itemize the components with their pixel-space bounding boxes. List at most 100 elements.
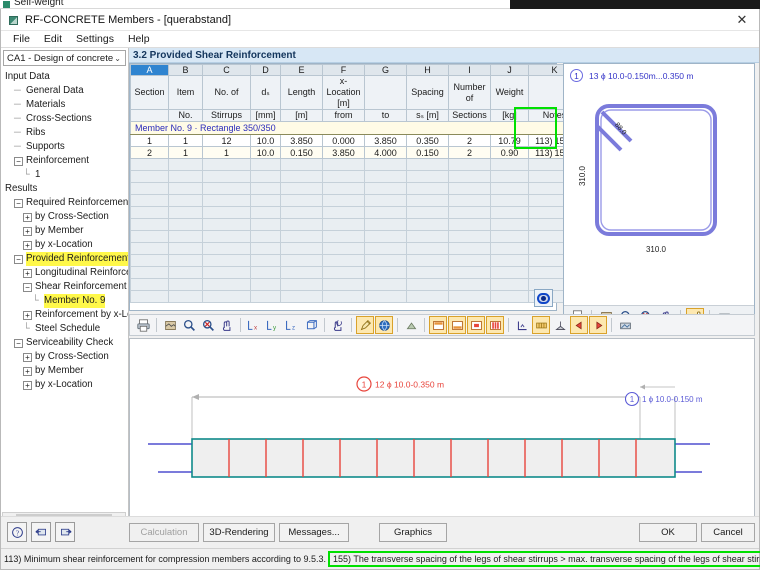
empty-cell[interactable]: [448, 194, 491, 207]
empty-cell[interactable]: [280, 242, 323, 255]
empty-cell[interactable]: [202, 230, 251, 243]
empty-cell[interactable]: [406, 194, 449, 207]
isometric-icon[interactable]: [302, 316, 320, 334]
table-empty-row[interactable]: [130, 170, 581, 183]
expand-icon[interactable]: +: [23, 353, 32, 362]
tree-item-materials[interactable]: ─ Materials: [3, 98, 128, 112]
shade-icon[interactable]: [402, 316, 420, 334]
tree-item-member-no-9[interactable]: └ Member No. 9: [3, 294, 128, 308]
tree-item-by-x-location[interactable]: + by x-Location: [3, 378, 128, 392]
table-empty-row[interactable]: [130, 242, 581, 255]
menu-settings[interactable]: Settings: [76, 33, 114, 45]
empty-cell[interactable]: [364, 278, 407, 291]
empty-cell[interactable]: [406, 278, 449, 291]
empty-cell[interactable]: [250, 266, 281, 279]
tree-item-longitudinal-reinforcement[interactable]: +Longitudinal Reinforcement: [3, 266, 128, 280]
ok-button[interactable]: OK: [639, 523, 697, 542]
column-header-J[interactable]: J: [490, 64, 529, 76]
empty-cell[interactable]: [364, 218, 407, 231]
messages-button[interactable]: Messages...: [279, 523, 349, 542]
graphics-button[interactable]: Graphics: [379, 523, 447, 542]
background-window-strip[interactable]: Self-weight: [0, 0, 760, 9]
empty-cell[interactable]: [490, 278, 529, 291]
cell-section[interactable]: 2: [130, 146, 169, 159]
tree-item-by-cross-section[interactable]: + by Cross-Section: [3, 210, 128, 224]
table-empty-row[interactable]: [130, 206, 581, 219]
cell-ds[interactable]: 10.0: [250, 146, 281, 159]
tree-item-required-reinforcement[interactable]: − Required Reinforcement: [3, 196, 128, 210]
expand-icon[interactable]: +: [23, 367, 32, 376]
empty-cell[interactable]: [490, 182, 529, 195]
empty-cell[interactable]: [280, 230, 323, 243]
empty-cell[interactable]: [406, 230, 449, 243]
empty-cell[interactable]: [322, 290, 365, 303]
cell-stirrups[interactable]: 1: [202, 146, 251, 159]
zoom-in-icon[interactable]: [180, 316, 198, 334]
empty-cell[interactable]: [448, 254, 491, 267]
empty-cell[interactable]: [130, 182, 169, 195]
support-icon[interactable]: [551, 316, 569, 334]
cell-length[interactable]: 3.850: [280, 134, 323, 147]
empty-cell[interactable]: [202, 278, 251, 291]
empty-cell[interactable]: [250, 158, 281, 171]
print-icon[interactable]: [134, 316, 152, 334]
tree-item-input-data[interactable]: Input Data: [3, 70, 128, 84]
expand-icon[interactable]: +: [23, 213, 32, 222]
cell-spacing[interactable]: 0.150: [406, 146, 449, 159]
empty-cell[interactable]: [280, 206, 323, 219]
rebar-icon[interactable]: [532, 316, 550, 334]
empty-cell[interactable]: [130, 194, 169, 207]
view-bottom-icon[interactable]: [448, 316, 466, 334]
menu-file[interactable]: File: [13, 33, 30, 45]
cell-item[interactable]: 1: [168, 134, 203, 147]
tree-item-reinforcement-by-x-locatio[interactable]: +Reinforcement by x-Locatio: [3, 308, 128, 322]
empty-cell[interactable]: [130, 218, 169, 231]
empty-cell[interactable]: [406, 182, 449, 195]
empty-cell[interactable]: [168, 218, 203, 231]
cell-weight[interactable]: 0.90: [490, 146, 529, 159]
table-empty-row[interactable]: [130, 254, 581, 267]
table-empty-row[interactable]: [130, 182, 581, 195]
empty-cell[interactable]: [202, 242, 251, 255]
tree-item-serviceability-check[interactable]: − Serviceability Check: [3, 336, 128, 350]
empty-cell[interactable]: [202, 158, 251, 171]
tree-item-general-data[interactable]: ─ General Data: [3, 84, 128, 98]
empty-cell[interactable]: [250, 170, 281, 183]
empty-cell[interactable]: [168, 206, 203, 219]
empty-cell[interactable]: [250, 254, 281, 267]
cell-weight[interactable]: 10.79: [490, 134, 529, 147]
tree-item-shear-reinforcement[interactable]: − Shear Reinforcement: [3, 280, 128, 294]
empty-cell[interactable]: [168, 242, 203, 255]
empty-cell[interactable]: [364, 254, 407, 267]
empty-cell[interactable]: [250, 194, 281, 207]
empty-cell[interactable]: [168, 230, 203, 243]
expand-icon[interactable]: +: [23, 381, 32, 390]
empty-cell[interactable]: [406, 158, 449, 171]
column-header-G[interactable]: G: [364, 64, 407, 76]
empty-cell[interactable]: [202, 170, 251, 183]
empty-cell[interactable]: [448, 266, 491, 279]
empty-cell[interactable]: [448, 218, 491, 231]
empty-cell[interactable]: [448, 290, 491, 303]
tree-item-by-x-location[interactable]: + by x-Location: [3, 238, 128, 252]
empty-cell[interactable]: [130, 206, 169, 219]
empty-cell[interactable]: [280, 218, 323, 231]
empty-cell[interactable]: [168, 170, 203, 183]
globe-icon[interactable]: [375, 316, 393, 334]
empty-cell[interactable]: [406, 206, 449, 219]
graphics-view[interactable]: 1 12 ϕ 10.0-0.350 m 1 1 ϕ 10.0-0.150 m: [129, 338, 755, 523]
tree-item-supports[interactable]: ─ Supports: [3, 140, 128, 154]
cell-from[interactable]: 0.000: [322, 134, 365, 147]
table-empty-row[interactable]: [130, 290, 581, 303]
empty-cell[interactable]: [280, 266, 323, 279]
empty-cell[interactable]: [322, 194, 365, 207]
empty-cell[interactable]: [280, 290, 323, 303]
empty-cell[interactable]: [406, 254, 449, 267]
empty-cell[interactable]: [280, 158, 323, 171]
export-icon[interactable]: [616, 316, 634, 334]
table-empty-row[interactable]: [130, 266, 581, 279]
empty-cell[interactable]: [448, 278, 491, 291]
empty-cell[interactable]: [280, 194, 323, 207]
empty-cell[interactable]: [322, 170, 365, 183]
tree-item-reinforcement[interactable]: − Reinforcement: [3, 154, 128, 168]
